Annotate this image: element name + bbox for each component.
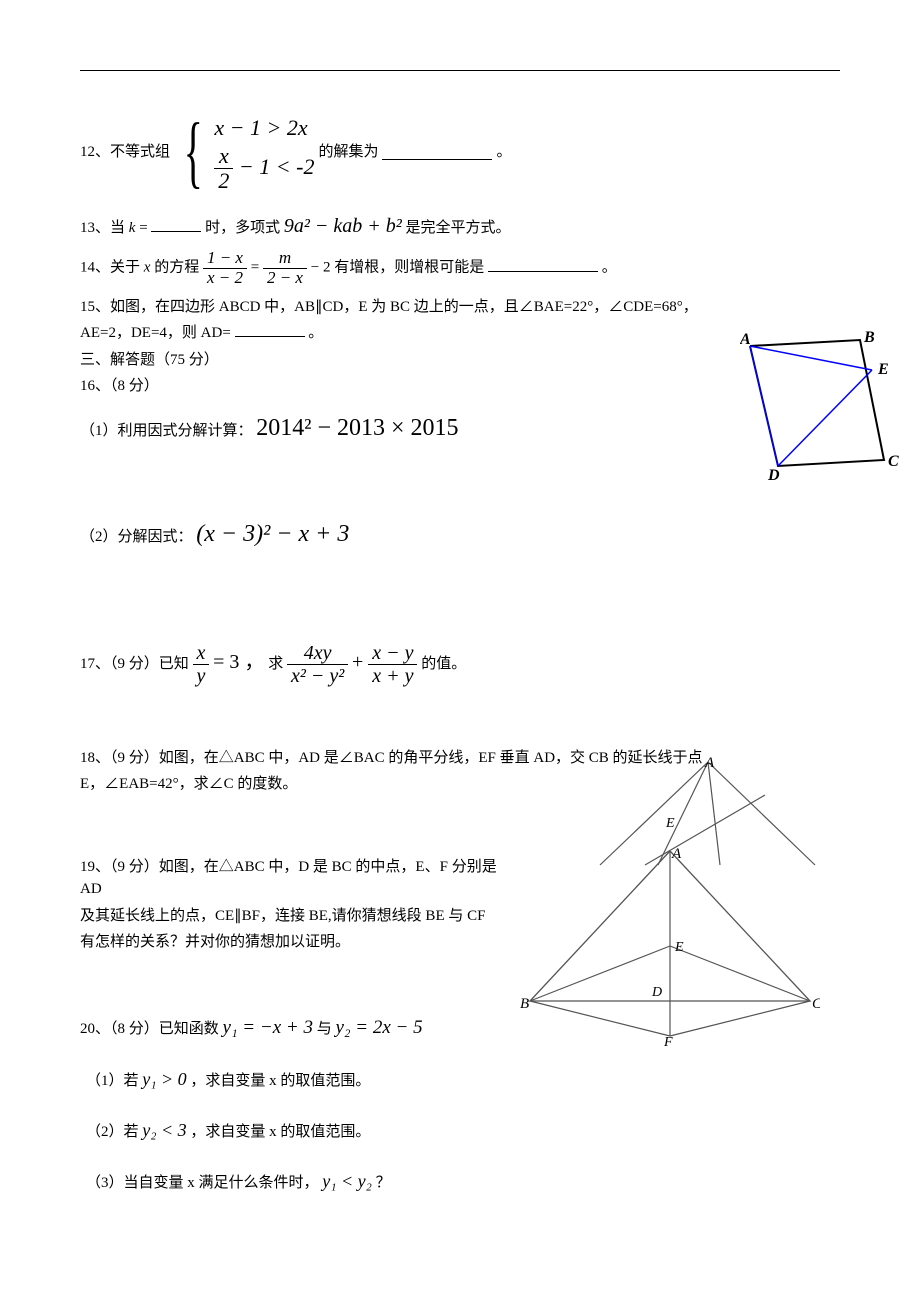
top-rule	[80, 70, 840, 71]
q19-lc: C	[812, 996, 820, 1012]
q20-s2-cond: y₂ < 3	[142, 1120, 186, 1140]
segment-ae	[750, 346, 872, 370]
q19-lb: B	[520, 996, 529, 1012]
label-e: E	[877, 361, 889, 378]
q14-f2-den: 2 − x	[263, 269, 307, 288]
q14-blank	[488, 257, 598, 272]
q14-eqs: =	[251, 260, 263, 276]
q13-blank	[151, 217, 201, 232]
q17: 17、（9 分）已知 x y = 3 ， 求 4xy x² − y² + x −…	[80, 642, 840, 687]
q17-f2d: x² − y²	[287, 665, 348, 687]
q12-suffix: 的解集为	[318, 141, 378, 164]
q14-end: 。	[602, 260, 617, 276]
q17-f1n: x	[193, 642, 210, 665]
q20-head: 20、（8 分）已知函数 y₁ = −x + 3 与 y₂ = 2x − 5	[80, 1014, 840, 1043]
section3-title: 三、解答题（75 分）	[80, 349, 840, 372]
q17-qiu: 求	[268, 656, 283, 672]
q16-p2-expr: (x − 3)² − x + 3	[196, 521, 349, 547]
q16-p1-expr: 2014² − 2013 × 2015	[256, 415, 458, 441]
q18-l1: 18、（9 分）如图，在△ABC 中，AD 是∠BAC 的角平分线，EF 垂直 …	[80, 747, 840, 770]
q19-be	[530, 946, 670, 1001]
q20-s3: （3）当自变量 x 满足什么条件时， y₁ < y₂ ？	[86, 1168, 840, 1195]
q19-l2: 及其延长线上的点，CE∥BF，连接 BE,请你猜想线段 BE 与 CF	[80, 905, 510, 928]
q13-eq: =	[139, 220, 147, 236]
q20-s1-pre: （1）若	[86, 1073, 142, 1089]
q12-row2-den: 2	[214, 169, 233, 193]
q19-le: E	[674, 940, 684, 955]
q17-f1d: y	[193, 665, 210, 687]
q15-l1: 15、如图，在四边形 ABCD 中，AB∥CD，E 为 BC 边上的一点，且∠B…	[80, 296, 840, 319]
q12-row2-num: x	[214, 144, 233, 169]
q16-p1: （1）利用因式分解计算： 2014² − 2013 × 2015	[80, 410, 840, 446]
q19-l1: 19、（9 分）如图，在△ABC 中，D 是 BC 的中点，E、F 分别是 AD	[80, 856, 510, 901]
q20-y2: y₂ = 2x − 5	[335, 1017, 422, 1038]
q12-blank	[382, 145, 492, 160]
q13: 13、当 k = 时，多项式 9a² − kab + b² 是完全平方式。	[80, 211, 840, 241]
q14-var: x	[144, 260, 151, 276]
q12-row2: x 2 − 1 < -2	[214, 154, 314, 179]
q13-expr: 9a² − kab + b²	[284, 215, 402, 237]
q17-eq3: = 3 ，	[213, 651, 264, 673]
q14: 14、关于 x 的方程 1 − x x − 2 = m 2 − x − 2 有增…	[80, 249, 840, 287]
q20-s2-pre: （2）若	[86, 1124, 142, 1140]
q12-row2-rest: − 1 < -2	[233, 154, 314, 179]
label-d: D	[767, 467, 780, 480]
q15-l2: AE=2，DE=4，则 AD=	[80, 325, 231, 341]
q19-la: A	[671, 846, 682, 862]
q17-f2n: 4xy	[287, 642, 348, 665]
q19-ld: D	[651, 985, 662, 1000]
q14-f1-num: 1 − x	[203, 249, 247, 269]
q13-mid: 时，多项式	[205, 220, 280, 236]
q18-label-e: E	[665, 816, 675, 831]
q20-s1-cond: y₁ > 0	[142, 1069, 186, 1089]
q20-s3-pre: （3）当自变量 x 满足什么条件时，	[86, 1175, 319, 1191]
q19-ce	[670, 946, 810, 1001]
q12-row1-text: x − 1 > 2x	[214, 115, 307, 140]
q16-p2: （2）分解因式： (x − 3)² − x + 3	[80, 516, 840, 552]
q20-s3-cond: y₁ < y₂	[322, 1171, 372, 1191]
q16-figure: A B C D E	[740, 330, 900, 485]
q20-and: 与	[317, 1021, 336, 1037]
q14-prefix: 14、关于	[80, 260, 144, 276]
q17-f3d: x + y	[368, 665, 417, 687]
q17-prefix: 17、（9 分）已知	[80, 656, 189, 672]
q20-y1: y₁ = −x + 3	[223, 1017, 313, 1038]
q20-s1: （1）若 y₁ > 0 ，求自变量 x 的取值范围。	[86, 1066, 840, 1093]
q13-prefix: 13、当	[80, 220, 129, 236]
q16-head: 16、（8 分）	[80, 375, 840, 398]
q15-blank	[235, 322, 305, 337]
q13-suffix: 是完全平方式。	[406, 220, 511, 236]
q17-suffix: 的值。	[421, 656, 466, 672]
label-c: C	[888, 453, 899, 470]
q12-system: { x − 1 > 2x x 2 − 1 < -2	[174, 111, 314, 193]
q12-prefix: 12、不等式组	[80, 141, 170, 164]
q20-s3-post: ？	[376, 1175, 391, 1191]
q12: 12、不等式组 { x − 1 > 2x x 2 − 1 < -2 的解集为 。	[80, 111, 840, 193]
q17-plus: +	[352, 651, 368, 673]
q19-l3: 有怎样的关系？并对你的猜想加以证明。	[80, 931, 510, 954]
q17-f3n: x − y	[368, 642, 417, 665]
q15-l2-wrap: AE=2，DE=4，则 AD= 。	[80, 322, 840, 345]
q16-p1-label: （1）利用因式分解计算：	[80, 423, 253, 439]
q14-f2-num: m	[263, 249, 307, 269]
q16-p2-label: （2）分解因式：	[80, 529, 193, 545]
q20-s2: （2）若 y₂ < 3 ，求自变量 x 的取值范围。	[86, 1117, 840, 1144]
q20-s1-post: ，求自变量 x 的取值范围。	[190, 1073, 370, 1089]
segment-ad	[750, 346, 778, 466]
q12-end: 。	[496, 141, 511, 164]
q15-end: 。	[308, 325, 323, 341]
q18-l2: E，∠EAB=42°，求∠C 的度数。	[80, 773, 840, 796]
q13-var: k	[129, 220, 136, 236]
q20-s2-post: ，求自变量 x 的取值范围。	[190, 1124, 370, 1140]
q14-f1-den: x − 2	[203, 269, 247, 288]
q20-head-pre: 20、（8 分）已知函数	[80, 1021, 223, 1037]
left-brace-icon: {	[184, 122, 203, 182]
q14-rest: − 2 有增根，则增根可能是	[311, 260, 484, 276]
label-b: B	[863, 330, 875, 346]
q12-row1: x − 1 > 2x	[214, 115, 307, 140]
label-a: A	[740, 331, 751, 348]
q14-mid1: 的方程	[154, 260, 199, 276]
